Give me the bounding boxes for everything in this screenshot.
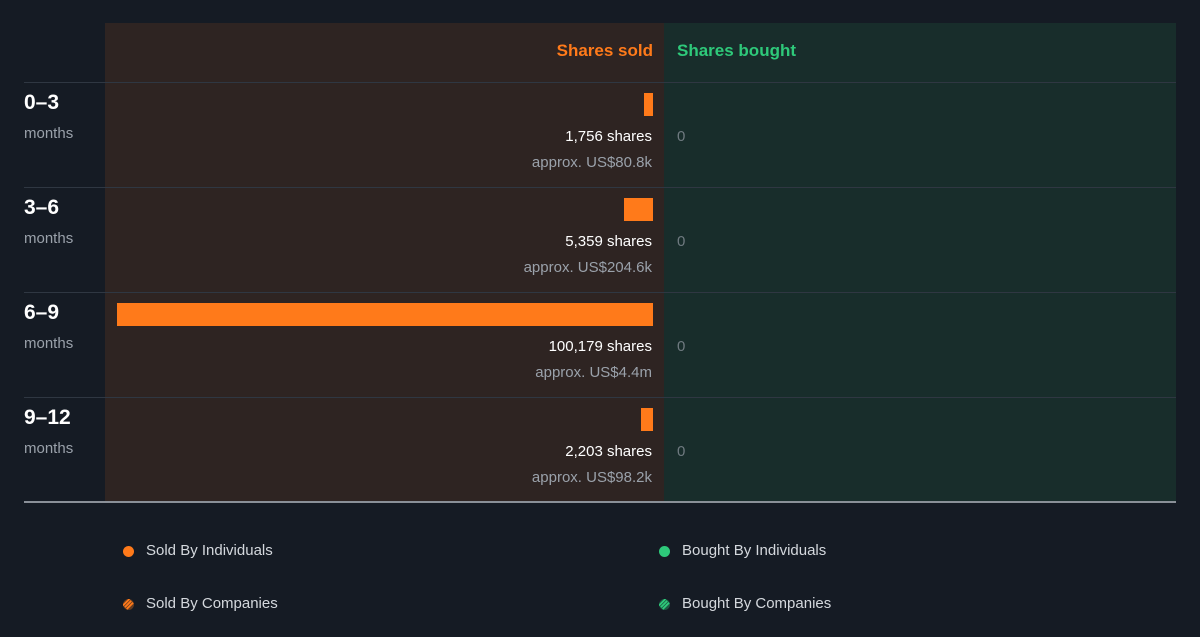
legend-bought-by-companies[interactable]: Bought By Companies bbox=[659, 594, 831, 614]
legend-sold-by-individuals[interactable]: Sold By Individuals bbox=[123, 541, 273, 561]
shares-sold-value: 2,203 shares bbox=[565, 443, 652, 460]
shares-bought-header: Shares bought bbox=[677, 41, 797, 60]
shares-sold-approx-value: approx. US$204.6k bbox=[523, 259, 652, 276]
shares-sold-header: Shares sold bbox=[556, 41, 653, 60]
shares-sold-approx-value: approx. US$98.2k bbox=[531, 469, 652, 486]
legend-label: Sold By Individuals bbox=[146, 542, 273, 559]
shares-sold-value: 100,179 shares bbox=[548, 338, 652, 355]
shares-bought-value: 0 bbox=[677, 233, 686, 250]
shares-bought-value: 0 bbox=[677, 128, 686, 145]
period-label: 9–12 bbox=[24, 406, 71, 429]
legend-striped-icon bbox=[659, 598, 670, 610]
period-unit-label: months bbox=[24, 125, 74, 142]
shares-sold-bar[interactable] bbox=[644, 93, 653, 116]
period-unit-label: months bbox=[24, 335, 74, 352]
legend-bought-by-individuals[interactable]: Bought By Individuals bbox=[659, 541, 826, 561]
shares-sold-value: 5,359 shares bbox=[565, 233, 652, 250]
legend-label: Bought By Companies bbox=[682, 595, 832, 612]
legend-label: Sold By Companies bbox=[146, 595, 278, 612]
period-label: 6–9 bbox=[24, 301, 60, 324]
shares-sold-bar[interactable] bbox=[624, 198, 653, 221]
shares-sold-bar[interactable] bbox=[117, 303, 653, 326]
shares-sold-value: 1,756 shares bbox=[565, 128, 652, 145]
row-divider bbox=[24, 82, 1176, 83]
shares-bought-value: 0 bbox=[677, 443, 686, 460]
chart-baseline bbox=[24, 501, 1176, 503]
legend-striped-icon bbox=[123, 598, 134, 610]
legend-sold-by-companies[interactable]: Sold By Companies bbox=[123, 594, 278, 614]
row-divider bbox=[24, 187, 1176, 188]
shares-bought-value: 0 bbox=[677, 338, 686, 355]
shares-bought-panel bbox=[664, 23, 1176, 502]
period-unit-label: months bbox=[24, 230, 74, 247]
period-label: 0–3 bbox=[24, 91, 60, 114]
row-divider bbox=[24, 292, 1176, 293]
shares-sold-approx-value: approx. US$80.8k bbox=[531, 154, 652, 171]
legend-label: Bought By Individuals bbox=[682, 542, 827, 559]
legend-dot-icon bbox=[123, 545, 134, 557]
row-divider bbox=[24, 397, 1176, 398]
shares-sold-approx-value: approx. US$4.4m bbox=[535, 364, 652, 381]
period-unit-label: months bbox=[24, 440, 74, 457]
shares-sold-bar[interactable] bbox=[641, 408, 653, 431]
shares-sold-panel bbox=[105, 23, 664, 502]
legend-dot-icon bbox=[659, 545, 670, 557]
period-label: 3–6 bbox=[24, 196, 60, 219]
